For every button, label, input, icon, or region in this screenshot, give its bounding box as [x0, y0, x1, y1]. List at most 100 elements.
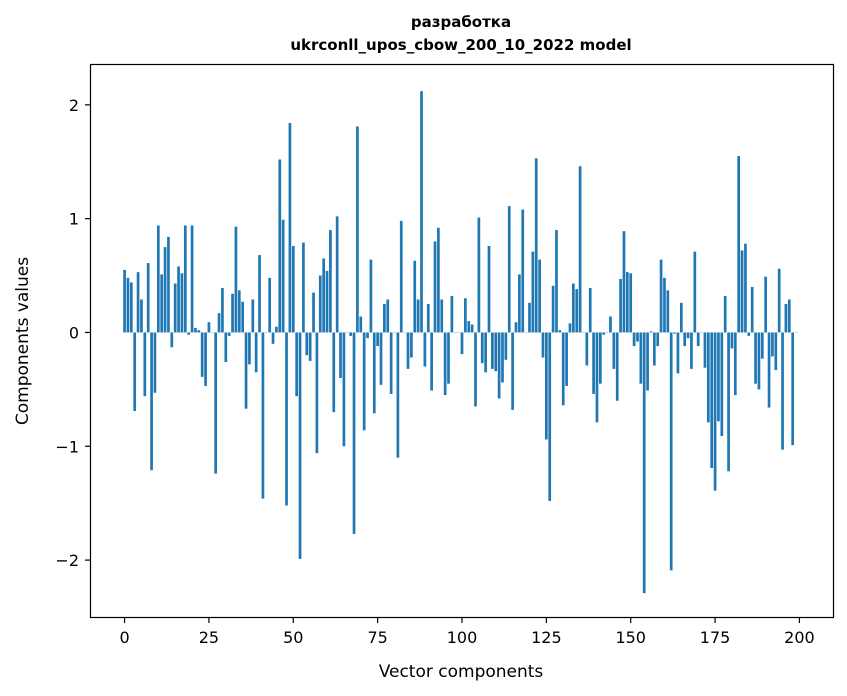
bar-60: [325, 271, 329, 333]
bar-61: [329, 230, 332, 333]
bar-15: [173, 283, 177, 333]
x-axis-ticks: 0 25 50 75 100 125 150 175 200: [119, 617, 815, 647]
bar-101: [464, 298, 467, 333]
bar-9: [153, 332, 157, 393]
bar-23: [200, 332, 204, 377]
bar-41: [261, 332, 265, 499]
bar-75: [376, 332, 379, 347]
bar-133: [572, 283, 575, 333]
bar-79: [389, 332, 393, 394]
x-tick-label-50: 50: [283, 628, 303, 647]
bar-184: [744, 243, 747, 333]
bar-97: [450, 296, 454, 333]
bar-183: [740, 250, 744, 333]
bar-67: [349, 332, 352, 336]
bar-13: [167, 236, 170, 333]
bar-39: [254, 332, 258, 373]
bar-127: [551, 285, 555, 333]
bar-105: [477, 217, 481, 333]
bar-115: [511, 332, 514, 410]
bar-56: [312, 292, 315, 333]
bar-170: [696, 332, 700, 347]
bar-29: [221, 288, 224, 333]
bar-38: [251, 299, 255, 333]
bar-140: [595, 332, 599, 423]
bar-8: [150, 332, 153, 471]
bar-4: [136, 272, 140, 333]
bar-192: [771, 332, 774, 357]
bar-198: [791, 332, 795, 446]
bar-87: [416, 299, 420, 333]
bar-173: [706, 332, 710, 423]
bar-36: [244, 332, 248, 409]
bar-137: [585, 332, 589, 366]
bar-100: [460, 332, 464, 355]
bar-27: [214, 332, 218, 474]
bar-149: [625, 272, 629, 333]
bar-45: [275, 326, 278, 333]
bar-76: [379, 332, 383, 385]
chart-title-line-2: ukrconll_upos_cbow_200_10_2022 model: [290, 36, 631, 54]
bar-167: [686, 332, 690, 339]
bar-106: [480, 332, 484, 364]
bar-94: [440, 299, 444, 333]
bar-19: [187, 332, 191, 335]
bar-12: [163, 247, 167, 333]
bar-134: [575, 289, 579, 333]
chart-title-line-1: разработка: [411, 13, 511, 31]
bar-93: [437, 227, 440, 333]
bar-163: [673, 332, 676, 334]
x-tick-label-75: 75: [367, 628, 387, 647]
y-tick-label--2: −2: [55, 551, 79, 570]
bar-58: [318, 275, 322, 333]
bar-189: [760, 332, 764, 359]
bar-47: [281, 219, 285, 333]
bar-156: [649, 331, 653, 333]
bar-7: [146, 263, 150, 333]
bar-194: [777, 268, 781, 333]
bar-46: [278, 159, 282, 333]
bar-40: [258, 255, 261, 333]
bar-142: [602, 332, 606, 335]
bar-107: [484, 332, 487, 373]
bar-20: [190, 225, 194, 333]
bar-series: [123, 91, 798, 594]
x-tick-label-150: 150: [615, 628, 646, 647]
bar-141: [598, 332, 602, 384]
bar-44: [271, 332, 275, 344]
bar-51: [295, 332, 299, 397]
bar-57: [315, 332, 319, 454]
bar-110: [494, 332, 498, 372]
bar-178: [723, 296, 727, 333]
bar-85: [410, 332, 413, 358]
bar-62: [332, 332, 336, 413]
x-tick-label-125: 125: [531, 628, 562, 647]
bar-196: [784, 304, 788, 333]
bar-33: [234, 226, 238, 333]
bar-185: [747, 332, 751, 336]
bar-64: [339, 332, 342, 378]
bar-89: [423, 332, 427, 367]
bar-144: [609, 316, 612, 333]
bar-166: [683, 332, 687, 347]
bar-37: [248, 332, 251, 365]
bar-65: [342, 332, 346, 447]
bar-124: [541, 332, 545, 358]
x-tick-label-100: 100: [447, 628, 478, 647]
bar-169: [693, 251, 697, 333]
bar-174: [710, 332, 714, 468]
bar-139: [592, 332, 595, 394]
bar-31: [227, 332, 231, 336]
bar-111: [497, 332, 501, 399]
bar-157: [652, 332, 656, 366]
bar-197: [787, 299, 791, 333]
bar-148: [622, 231, 626, 333]
bar-1: [126, 277, 130, 333]
bar-159: [659, 259, 663, 333]
bar-151: [632, 332, 636, 347]
bar-21: [194, 327, 197, 333]
bar-176: [717, 332, 720, 422]
bar-78: [386, 299, 390, 333]
bar-81: [396, 332, 400, 458]
